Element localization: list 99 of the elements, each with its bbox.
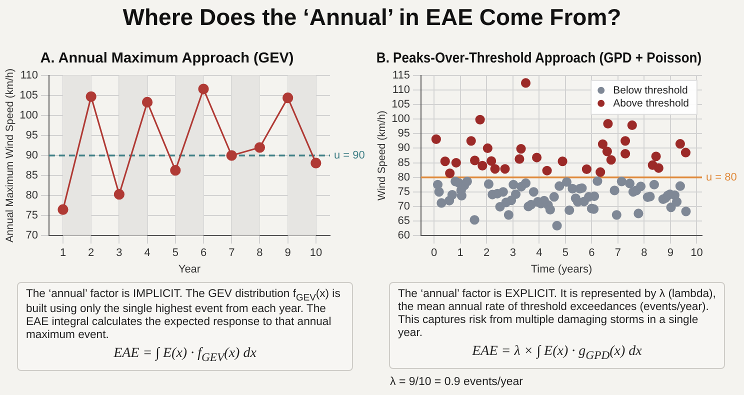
chart-title: Where Does the ‘Annual’ in EAE Come From? (122, 4, 622, 31)
x-tick-label: 10 (690, 247, 703, 260)
point (486, 156, 496, 166)
point (542, 166, 552, 176)
y-tick-label: 110 (20, 69, 38, 82)
x-tick-label: 6 (200, 247, 207, 260)
y-tick-label: 110 (392, 84, 410, 96)
point (470, 156, 480, 166)
x-tick-label: 9 (667, 247, 674, 260)
y-tick-label: 95 (26, 130, 38, 142)
point (310, 158, 322, 168)
point (254, 142, 266, 153)
x-tick-label: 6 (588, 247, 595, 260)
y-tick-label: 85 (398, 156, 410, 169)
x-tick-label: 10 (310, 247, 322, 260)
y-tick-label: 90 (398, 142, 410, 154)
y-tick-label: 60 (398, 230, 410, 242)
x-tick-label: 2 (88, 247, 94, 260)
x-axis-title: Year (178, 263, 201, 276)
x-tick-label: 5 (562, 247, 568, 260)
x-tick-label: 4 (144, 247, 150, 260)
point (142, 96, 153, 108)
point (226, 150, 237, 161)
point (520, 78, 531, 88)
point (532, 152, 542, 162)
x-axis-title: Time (years) (530, 263, 592, 276)
point (282, 92, 294, 104)
point (440, 156, 450, 166)
y-tick-label: 70 (26, 230, 38, 242)
text: EAE = ∫ E(x) · f$_{GEV}$(x) dx (112, 346, 258, 364)
point (86, 91, 96, 102)
y-tick-label: 105 (20, 89, 38, 102)
y-axis-title: Wind Speed (km/h) (376, 110, 388, 200)
y-tick-label: 105 (392, 98, 410, 111)
y-tick-label: 90 (26, 150, 38, 162)
x-tick-label: 1 (60, 247, 66, 260)
x-tick-label: 9 (284, 247, 291, 260)
point (680, 148, 691, 158)
y-tick-label: 80 (26, 190, 38, 202)
x-tick-label: 1 (457, 247, 464, 260)
y-tick-label: 75 (26, 210, 38, 222)
text: The ‘annual’ factor is EXPLICIT. It is represented by λ (lambda), the mean annual rate of threshold exceedances (events/year). This captures risk from multiple damaging storms in a single year. (398, 288, 716, 340)
y-tick-label: 115 (392, 69, 410, 82)
y-tick-label: 70 (398, 200, 410, 213)
x-tick-label: 7 (228, 247, 235, 260)
y-tick-label: 65 (398, 215, 410, 228)
point (606, 155, 616, 165)
y-tick-label: 85 (26, 170, 38, 182)
point (445, 168, 455, 178)
x-tick-label: 7 (614, 247, 622, 260)
point (627, 120, 637, 130)
chart-title: B. Peaks-Over-Threshold Approach (GPD + Poisson) (376, 50, 702, 66)
point (114, 189, 125, 200)
point (431, 134, 441, 144)
point (451, 158, 461, 168)
point (675, 139, 685, 149)
x-tick-label: 3 (510, 247, 516, 260)
point (58, 204, 68, 215)
point (500, 164, 510, 174)
point (602, 146, 612, 156)
x-tick-label: 2 (484, 247, 490, 260)
point (514, 154, 524, 164)
point (620, 148, 630, 159)
point (598, 139, 608, 149)
x-tick-label: 4 (536, 247, 542, 260)
y-tick-label: 95 (398, 128, 410, 140)
ref-line-label: u = 80 (706, 171, 737, 184)
x-tick-label: 5 (172, 247, 178, 260)
y-tick-label: 75 (398, 186, 410, 198)
y-axis-title: Annual Maximum Wind Speed (km/h) (4, 68, 16, 242)
x-tick-label: 8 (641, 247, 648, 260)
legend-label: Above threshold (613, 97, 690, 110)
point (490, 164, 500, 174)
x-tick-label: 0 (431, 247, 438, 260)
chart-subtitle: A. Annual Maximum Approach (GEV) (40, 50, 294, 67)
text: EAE = λ × ∫ E(x) · g$_{GPD}$(x) dx (471, 344, 643, 362)
text: λ = 9/10 = 0.9 events/year (390, 376, 523, 388)
point (603, 118, 613, 129)
x-tick-label: 8 (256, 247, 263, 260)
y-tick-label: 80 (398, 171, 410, 184)
point (170, 165, 181, 176)
point (558, 156, 568, 166)
text: The ‘annual’ factor is IMPLICIT. The GEV distribution f$_{GEV}$(x) is built using only the single highest event from each year. The EAE integral calculates the expected response to that annual maximum event. (26, 288, 342, 342)
point (475, 114, 485, 124)
x-tick-label: 3 (116, 247, 122, 260)
point (596, 167, 606, 177)
ref-line-label: u = 90 (334, 150, 365, 162)
point (198, 84, 209, 94)
point (582, 164, 592, 174)
point (654, 163, 664, 173)
point (651, 152, 661, 162)
point (466, 136, 476, 146)
legend-label: Below threshold (613, 84, 688, 96)
point (620, 136, 630, 146)
point (478, 160, 488, 170)
y-tick-label: 100 (392, 113, 410, 126)
point (482, 143, 492, 154)
point (516, 144, 526, 154)
y-tick-label: 100 (20, 109, 38, 122)
